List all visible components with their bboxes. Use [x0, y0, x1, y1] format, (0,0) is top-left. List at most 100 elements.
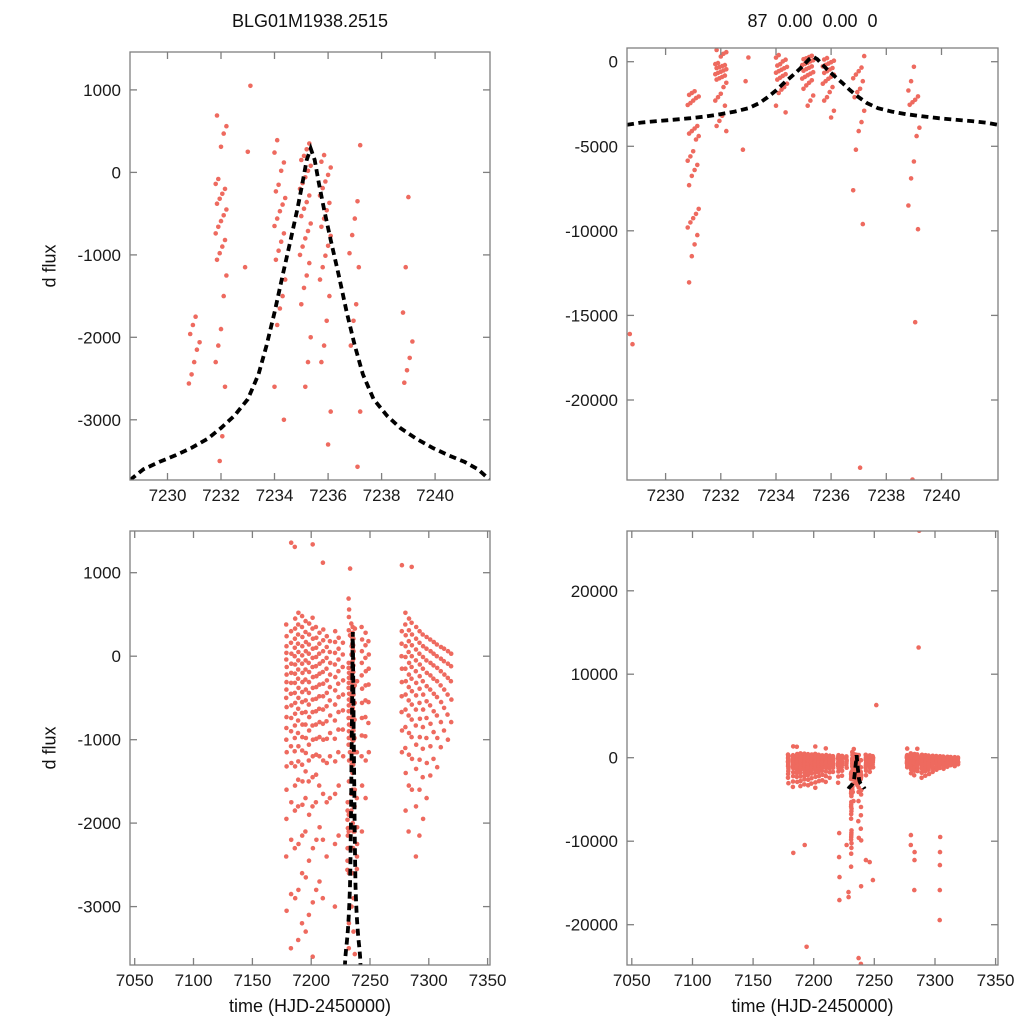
data-point — [424, 715, 429, 721]
data-point — [299, 213, 304, 219]
data-point — [288, 946, 294, 951]
data-point — [303, 722, 308, 727]
data-point — [860, 221, 866, 227]
data-point — [316, 651, 322, 656]
data-point — [299, 653, 305, 658]
data-point — [300, 734, 305, 740]
y-tick-label: -20000 — [565, 916, 618, 935]
data-point — [336, 694, 341, 700]
y-tick-label: 10000 — [571, 665, 618, 684]
data-point — [740, 147, 746, 152]
data-point — [356, 264, 362, 270]
data-point — [292, 626, 298, 631]
data-point — [327, 200, 332, 206]
data-point — [313, 663, 319, 669]
data-point — [220, 191, 225, 197]
data-point — [420, 666, 426, 671]
data-point — [798, 774, 803, 779]
data-point — [352, 216, 358, 221]
x-tick-label: 7250 — [855, 971, 893, 990]
data-point — [926, 771, 932, 777]
data-point — [403, 610, 408, 616]
data-point — [848, 851, 854, 856]
data-point — [193, 496, 198, 501]
data-point — [213, 231, 218, 236]
data-point — [303, 236, 308, 241]
data-point — [409, 734, 414, 740]
data-point — [400, 310, 406, 315]
data-point — [846, 894, 851, 900]
data-point — [434, 642, 440, 647]
data-point — [30, 55, 35, 60]
data-point — [327, 795, 333, 801]
data-point — [313, 654, 319, 660]
data-point — [320, 638, 326, 643]
data-point — [327, 660, 333, 666]
data-point — [308, 335, 314, 340]
data-point — [240, 599, 245, 604]
data-point — [332, 791, 338, 797]
data-point — [481, 56, 486, 61]
data-point — [292, 845, 298, 851]
data-point — [117, 56, 122, 61]
data-point — [345, 808, 350, 813]
data-point — [359, 673, 365, 678]
data-point — [830, 765, 836, 770]
data-point — [307, 260, 312, 266]
data-point — [29, 65, 34, 70]
data-point — [284, 737, 289, 742]
data-point — [685, 158, 690, 163]
y-tick-label: 20000 — [571, 582, 618, 601]
data-point — [413, 854, 419, 859]
data-point — [347, 250, 352, 256]
data-point — [686, 131, 692, 136]
data-point — [912, 849, 917, 855]
data-point — [827, 775, 832, 781]
data-point — [327, 293, 332, 299]
data-point — [357, 142, 363, 148]
data-point — [336, 709, 341, 715]
data-point — [403, 707, 408, 712]
data-point — [313, 645, 319, 651]
data-point — [401, 64, 406, 69]
data-point — [284, 714, 289, 720]
data-point — [303, 658, 308, 663]
data-point — [186, 381, 192, 386]
data-point — [351, 318, 356, 324]
data-point — [850, 789, 856, 795]
data-point — [324, 633, 330, 639]
data-point — [299, 624, 305, 630]
data-point — [299, 762, 305, 767]
data-point — [515, 177, 520, 182]
data-point — [292, 749, 298, 754]
data-point — [295, 641, 301, 646]
data-point — [603, 273, 608, 278]
data-point — [512, 189, 517, 194]
data-point — [473, 62, 478, 67]
data-point — [317, 694, 322, 699]
data-point — [914, 133, 919, 139]
data-point — [858, 838, 864, 843]
data-point — [409, 664, 414, 670]
data-point — [445, 675, 451, 681]
data-point — [858, 765, 864, 770]
data-point — [417, 734, 423, 740]
data-point — [273, 189, 279, 194]
data-point — [189, 372, 194, 377]
data-point — [214, 201, 220, 206]
data-point — [345, 984, 350, 989]
data-point — [283, 71, 288, 76]
data-point — [416, 212, 421, 217]
data-point — [857, 86, 863, 92]
data-point — [323, 179, 328, 184]
data-point — [354, 866, 360, 872]
data-point — [335, 681, 341, 686]
data-point — [394, 59, 399, 64]
data-point — [427, 637, 433, 642]
data-point — [220, 244, 225, 249]
data-point — [313, 772, 319, 777]
data-point — [191, 508, 196, 513]
data-point — [359, 733, 365, 738]
data-point — [304, 199, 310, 205]
